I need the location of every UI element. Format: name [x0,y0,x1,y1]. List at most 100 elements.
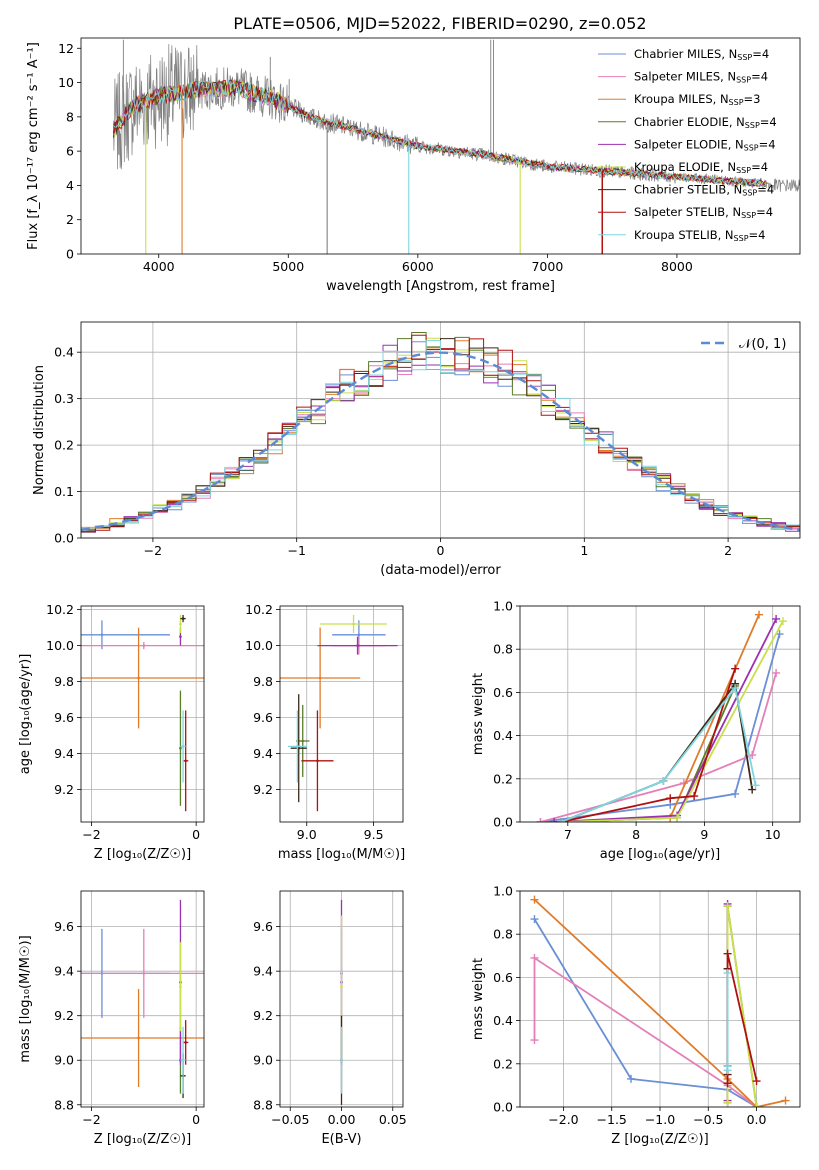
axes-frame [519,890,801,1108]
weight-marker [731,789,740,798]
legend-entry: 𝒩(0, 1) [739,337,786,352]
x-tick-label: 8000 [661,259,693,274]
weight-marker [627,1074,636,1083]
weight-line [560,668,736,822]
axes-frame [519,605,801,823]
legend-name: Chabrier STELIB, N [634,183,742,197]
data-point [137,676,140,680]
y-tick-label: 10.2 [46,602,74,617]
data-point [316,759,319,763]
legend-sub: SSP [744,143,759,152]
axes-frame [80,890,205,1108]
x-tick-label: 0.05 [379,1112,407,1127]
legend-entry: Chabrier MILES, NSSP=4 [634,47,769,62]
x-axis-label: (data-model)/error [380,563,501,578]
data-point [301,739,305,743]
x-tick-label: −2 [82,827,100,842]
x-tick-label: 1 [580,543,588,558]
weight-marker [723,1061,732,1070]
legend-entry: Kroupa STELIB, NSSP=4 [634,228,765,243]
plot-area-residuals [81,332,800,535]
weight-marker [530,1036,539,1045]
axes-frame [80,37,801,255]
weight-marker [723,902,732,911]
data-point [352,622,355,626]
legend-nssp: =4 [760,115,777,129]
x-tick-label: −1.5 [597,1112,627,1127]
plot-area-weight-vs-age [536,610,787,822]
legend-sub: SSP [745,121,760,130]
data-point [179,746,182,750]
model-spectrum [113,79,767,187]
data-point [181,617,185,620]
x-tick-label: −2 [82,1112,100,1127]
x-tick-label: 9.5 [364,827,384,842]
y-tick-label: 0.4 [54,345,74,360]
x-tick-label: 5000 [272,259,304,274]
legend-name: Salpeter ELODIE, N [634,137,744,151]
weight-marker [536,818,545,822]
panel-spectrum: 4000 5000 6000 7000 8000 0 2 4 6 8 10 12 wavelength … [26,37,801,294]
legend-sub: SSP [734,234,749,243]
panel-residuals: −2 −1 0 1 2 0.0 0.1 0.2 0.3 0.4 (data-model)/error… [32,321,801,578]
y-tick-label: 0.4 [493,728,513,743]
legend-sub: SSP [741,211,756,220]
x-tick-label: 0 [437,543,445,558]
weight-marker [772,668,781,677]
y-tick-label: 10.0 [46,638,74,653]
axes-frame [279,605,404,823]
y-tick-label: 8.8 [54,1097,74,1112]
y-tick-label: 9.6 [253,710,273,725]
panel-mass-vs-Z: −2 0 8.8 9.0 9.2 9.4 9.6 Z [log₁₀(Z/Z☉)] mass [l… [18,890,205,1147]
x-tick-label: 9 [700,827,708,842]
legend-name: Salpeter STELIB, N [634,205,741,219]
weight-line [533,898,786,1107]
x-tick-label: 0 [192,1112,200,1127]
legend-sub: SSP [736,76,751,85]
x-axis-label: age [log₁₀(age/yr)] [600,847,721,862]
plot-area-age-vs-Z [81,615,204,812]
y-axis-label: Flux [f_λ 10⁻¹⁷ erg cm⁻² s⁻¹ A⁻¹] [26,42,41,250]
weight-line [533,956,758,1107]
panel-weight-vs-age: 7 8 9 10 0.0 0.2 0.4 0.6 0.8 1.0 age [log₁₀(age/yr… [471,599,801,862]
y-tick-label: 9.4 [54,746,74,761]
y-axis-label: mass weight [471,958,486,1040]
y-tick-label: 0.2 [493,771,513,786]
y-tick-label: 0.3 [54,391,74,406]
weight-marker [723,969,732,978]
panel-age-vs-Z: −2 0 9.2 9.4 9.6 9.8 10.0 10.2 Z [log₁₀(Z/Z☉)] ag… [18,602,205,862]
gaussian-curve [81,351,800,532]
legend-nssp: =4 [756,205,773,219]
y-tick-label: 9.4 [54,964,74,979]
y-tick-label: 9.6 [54,710,74,725]
y-tick-label: 4 [66,178,74,193]
x-axis-label: wavelength [Angstrom, rest frame] [326,279,555,294]
weight-marker [550,818,559,822]
y-tick-label: 12 [58,41,74,56]
y-tick-label: 1.0 [493,884,513,899]
weight-marker [778,617,787,626]
data-point [100,633,104,637]
x-tick-label: 9.0 [297,827,317,842]
legend-name: Kroupa MILES, N [634,92,729,106]
plot-area-age-vs-mass [280,615,398,812]
data-point [340,985,343,989]
y-tick-label: 0.8 [493,642,513,657]
data-point [357,633,361,637]
legend-name: Chabrier ELODIE, N [634,115,745,129]
y-tick-label: 9.6 [253,919,273,934]
data-point [340,1058,343,1062]
plot-area-weight-vs-Z [530,895,790,1107]
data-point [356,644,359,647]
legend-sub: SSP [729,98,744,107]
weight-line [540,633,781,822]
y-tick-label: 9.4 [253,964,273,979]
data-point [318,676,322,680]
y-tick-label: 10 [58,75,74,90]
panel-mass-vs-ebv: −0.05 0.00 0.05 8.8 9.0 9.2 9.4 9.6 E(B-V) [253,890,407,1147]
legend-nssp: =4 [751,160,768,174]
figure-title: PLATE=0506, MJD=52022, FIBERID=0290, z=0… [233,14,646,33]
weight-marker [530,915,539,924]
y-tick-label: 9.0 [253,1053,273,1068]
data-point [181,1058,185,1062]
